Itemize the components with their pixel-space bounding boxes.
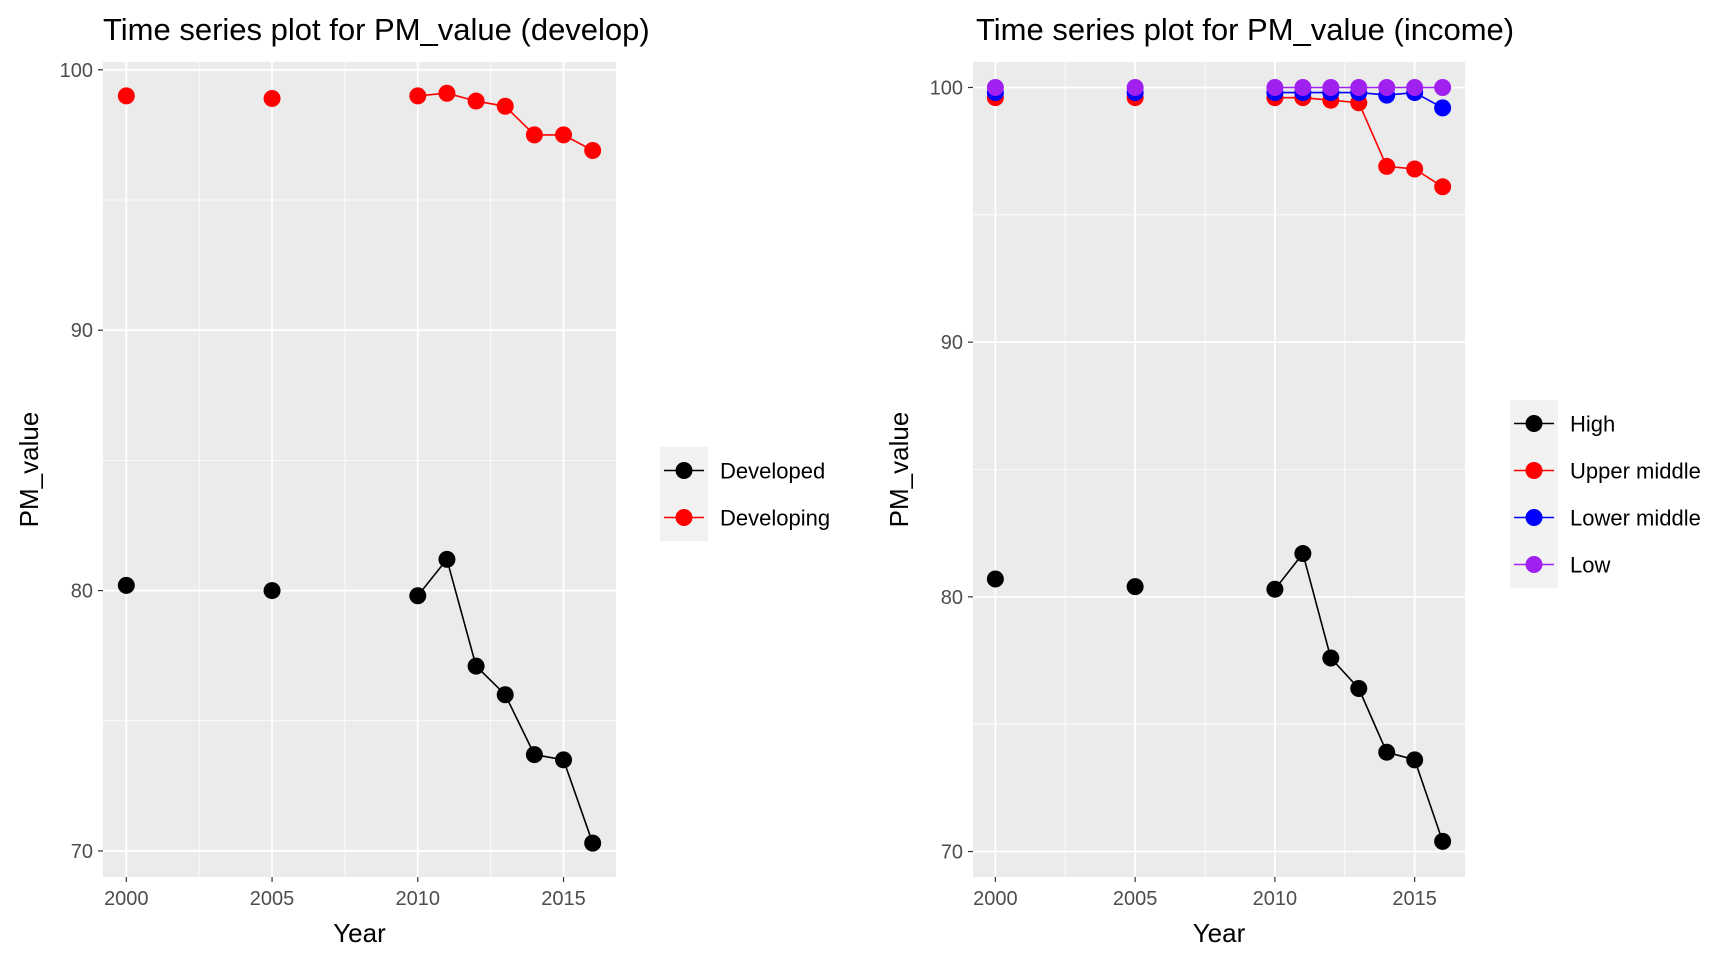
x-tick-label: 2005 (1113, 888, 1158, 910)
chart-panel-1: 2000 2005 2010 2015 70 80 90 100 Time series plo… (14, 12, 830, 948)
data-point (496, 686, 514, 704)
data-point (1378, 78, 1396, 96)
y-tick-label: 100 (60, 60, 93, 82)
x-tick-label: 2000 (104, 888, 149, 910)
y-tick-label: 70 (941, 842, 963, 864)
data-point (1294, 78, 1312, 96)
legend-key-point (675, 509, 693, 526)
data-point (555, 126, 573, 144)
data-point (1406, 160, 1424, 178)
data-point (1266, 580, 1284, 598)
data-point (1322, 649, 1340, 667)
x-tick-label: 2010 (1253, 888, 1298, 910)
legend: High Upper middle Lower middle Low (1510, 400, 1701, 588)
data-point (986, 570, 1004, 588)
data-point (1378, 157, 1396, 175)
data-point (584, 142, 602, 160)
data-point (1126, 78, 1144, 96)
data-point (1434, 178, 1452, 196)
legend-key-point (1525, 415, 1543, 432)
data-point (1350, 78, 1368, 96)
series-developing (117, 84, 602, 160)
y-axis-label: PM_value (884, 412, 914, 528)
y-tick-label: 80 (71, 581, 93, 603)
legend-label: Lower middle (1570, 506, 1701, 531)
y-tick-label: 90 (941, 332, 963, 354)
data-point (1406, 78, 1424, 96)
series-developed (117, 550, 602, 852)
legend-label: Developing (720, 506, 830, 531)
data-point (117, 87, 135, 105)
y-tick-label: 100 (930, 77, 963, 99)
legend-label: Low (1570, 553, 1610, 578)
y-tick-label: 80 (941, 587, 963, 609)
legend-key-point (1525, 462, 1543, 479)
data-point (438, 550, 456, 568)
legend-label: High (1570, 412, 1615, 437)
plot-background (103, 62, 616, 877)
x-tick-label: 2015 (1392, 888, 1437, 910)
chart-title: Time series plot for PM_value (income) (976, 12, 1514, 47)
data-point (1350, 680, 1368, 698)
data-point (1434, 99, 1452, 117)
x-tick-label: 2005 (250, 888, 295, 910)
data-point (117, 576, 135, 594)
data-point (525, 746, 543, 764)
data-point (1266, 78, 1284, 96)
x-axis-label: Year (333, 918, 386, 948)
legend-key-point (675, 462, 693, 479)
y-axis-label: PM_value (14, 412, 44, 528)
chart-panel-2: 2000 2005 2010 2015 70 80 90 100 Time series plo… (884, 12, 1701, 948)
y-tick-label: 90 (71, 320, 93, 342)
legend: Developed Developing (660, 447, 830, 541)
data-point (555, 751, 573, 769)
x-tick-label: 2010 (396, 888, 441, 910)
x-tick-label: 2000 (973, 888, 1018, 910)
data-point (496, 97, 514, 115)
data-point (409, 87, 427, 105)
legend-key-background (660, 447, 708, 541)
data-point (409, 587, 427, 605)
data-point (1294, 545, 1312, 563)
data-point (1126, 578, 1144, 596)
data-point (1434, 78, 1452, 96)
x-tick-label: 2015 (541, 888, 586, 910)
data-point (1378, 743, 1396, 761)
data-point (1406, 751, 1424, 769)
legend-key-point (1525, 556, 1543, 573)
data-point (467, 92, 485, 110)
series-high (986, 545, 1452, 850)
legend-label: Developed (720, 459, 825, 484)
legend-label: Upper middle (1570, 459, 1701, 484)
data-point (438, 84, 456, 102)
data-point (1322, 78, 1340, 96)
data-point (525, 126, 543, 144)
chart-title: Time series plot for PM_value (develop) (103, 12, 650, 47)
data-point (986, 78, 1004, 96)
x-axis-label: Year (1193, 918, 1246, 948)
y-tick-label: 70 (71, 841, 93, 863)
data-point (263, 582, 281, 600)
data-point (584, 834, 602, 852)
data-point (1434, 832, 1452, 850)
data-point (263, 89, 281, 107)
legend-key-point (1525, 509, 1543, 526)
data-point (467, 657, 485, 675)
series-low (986, 78, 1452, 96)
